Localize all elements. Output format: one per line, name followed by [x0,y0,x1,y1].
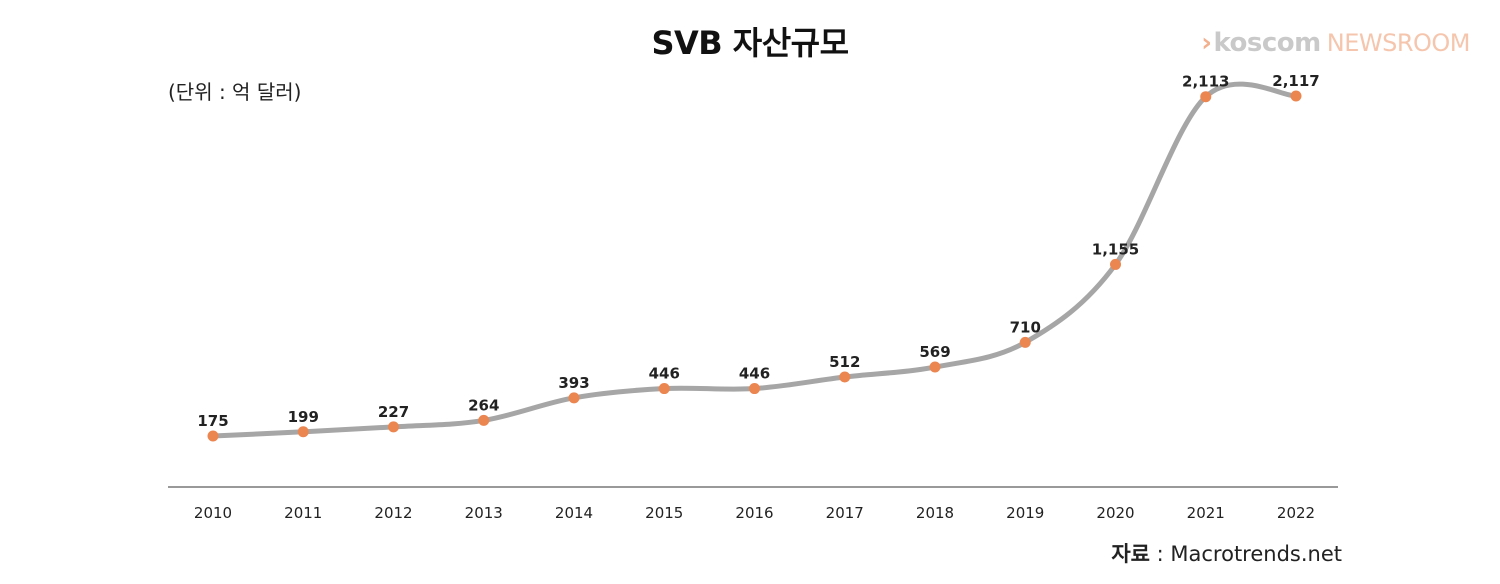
source-label: 자료 [1111,542,1150,566]
data-label: 264 [468,396,499,414]
data-label: 2,117 [1272,72,1319,90]
data-point [207,430,219,442]
data-point [388,421,399,433]
logo-newsroom-text: NEWSROOM [1326,29,1471,57]
unit-note: (단위 : 억 달러) [168,80,302,104]
data-point [1290,90,1302,102]
x-tick-label: 2017 [826,504,864,522]
logo-brand-text: koscom [1213,28,1321,58]
data-label: 175 [197,412,228,430]
data-label: 710 [1010,318,1041,336]
data-point [297,426,309,438]
data-point [1200,91,1212,103]
data-label: 446 [649,365,680,383]
data-label: 227 [378,403,409,421]
data-point [658,383,670,395]
data-label: 569 [919,343,950,361]
x-tick-label: 2022 [1277,504,1315,522]
x-tick-label: 2012 [374,504,412,522]
x-tick-label: 2013 [465,504,503,522]
data-point [478,414,490,426]
x-tick-label: 2018 [916,504,954,522]
data-label: 1,155 [1092,240,1139,258]
data-point [1019,336,1031,348]
x-tick-label: 2020 [1096,504,1134,522]
x-tick-label: 2010 [194,504,232,522]
source-separator: : [1149,542,1171,566]
x-tick-label: 2016 [735,504,773,522]
x-tick-label: 2011 [284,504,322,522]
x-tick-label: 2014 [555,504,593,522]
source-value: Macrotrends.net [1170,542,1342,566]
chart-title: SVB 자산규모 [651,24,849,62]
data-label: 446 [739,365,770,383]
data-label: 2,113 [1182,73,1229,91]
koscom-newsroom-logo: › koscom NEWSROOM [1201,28,1470,58]
data-point [929,361,941,373]
source-credit: 자료 : Macrotrends.net [1111,538,1342,568]
x-tick-label: 2019 [1006,504,1044,522]
x-tick-label: 2015 [645,504,683,522]
data-point [839,371,851,383]
data-label: 393 [558,374,589,392]
data-point [568,392,580,404]
data-point [1110,258,1121,270]
logo-chevron-icon: › [1201,28,1212,58]
data-point [749,383,760,395]
x-tick-label: 2021 [1187,504,1225,522]
data-label: 199 [288,408,319,426]
data-label: 512 [829,353,860,371]
